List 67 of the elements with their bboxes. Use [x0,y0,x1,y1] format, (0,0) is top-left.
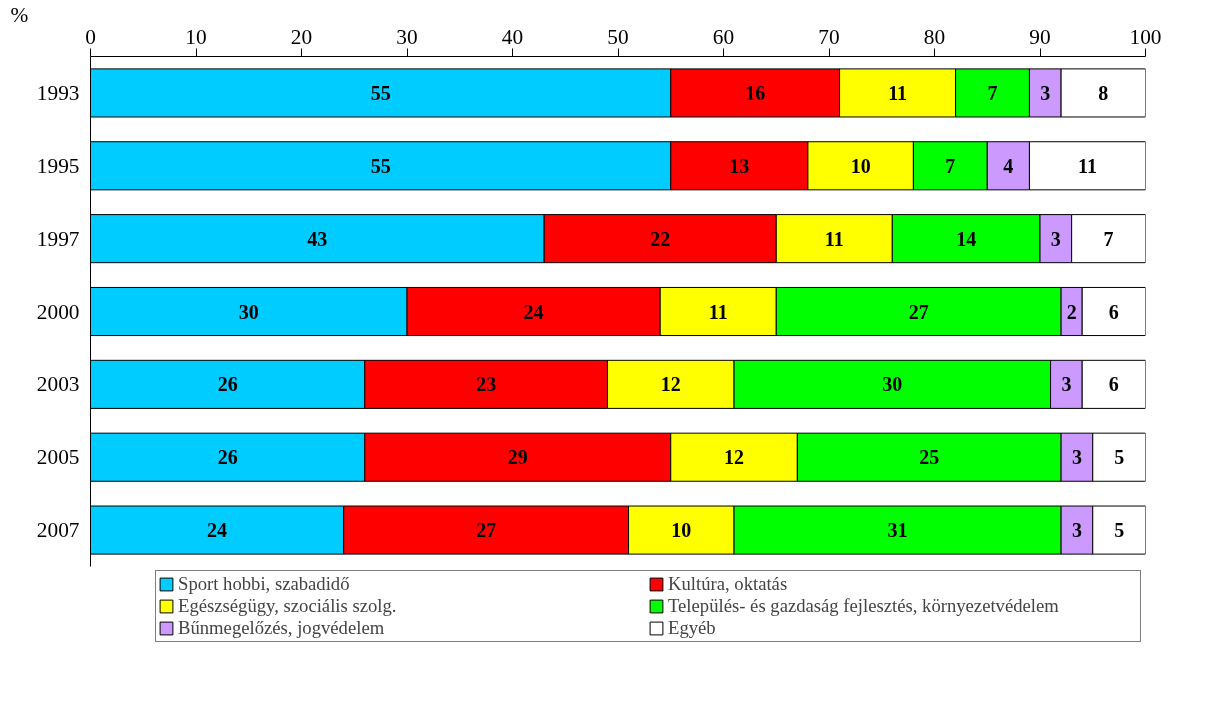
data-label: 30 [882,373,903,396]
y-tick-label: 2003 [36,372,80,397]
legend-label: Egészségügy, szociális szolg. [178,595,398,617]
data-label: 23 [476,373,497,396]
data-label: 30 [238,300,259,323]
y-tick-label: 1993 [36,80,80,105]
x-tick-label: 60 [712,24,735,49]
data-label: 3 [1040,81,1051,104]
y-tick-label: 1995 [36,153,80,178]
data-label: 11 [1078,154,1097,177]
data-label: 27 [476,519,497,542]
data-label: 29 [507,446,528,469]
y-tick-label: 2000 [36,299,80,324]
y-tick-label: 1997 [36,226,80,251]
data-label: 24 [207,519,228,542]
x-tick-label: 40 [501,24,524,49]
data-label: 3 [1050,227,1061,250]
data-label: 4 [1003,154,1014,177]
data-label: 10 [671,519,692,542]
x-tick-label: 80 [923,24,946,49]
y-tick-label: 2005 [36,445,80,470]
x-tick-label: 90 [1029,24,1051,49]
data-label: 43 [307,227,328,250]
data-label: 3 [1061,373,1072,396]
data-label: 12 [660,373,681,396]
x-tick-label: 0 [85,24,96,49]
data-label: 6 [1108,300,1119,323]
data-label: 12 [724,446,745,469]
data-label: 3 [1071,519,1082,542]
data-label: 26 [217,373,238,396]
data-label: 55 [370,81,391,104]
data-label: 14 [956,227,977,250]
x-tick-label: 70 [818,24,840,49]
data-label: 3 [1071,446,1082,469]
legend-label: Bűnmegelőzés, jogvédelem [178,617,386,639]
data-label: 22 [650,227,671,250]
data-label: 26 [217,446,238,469]
data-label: 2 [1066,300,1077,323]
x-tick-label: 10 [185,24,207,49]
data-label: 25 [919,446,940,469]
data-label: 5 [1114,446,1125,469]
data-label: 7 [945,154,956,177]
data-label: 7 [1103,227,1114,250]
data-label: 5 [1114,519,1125,542]
data-label: 27 [908,300,929,323]
data-label: 13 [729,154,750,177]
data-label: 11 [888,81,908,104]
data-label: 24 [523,300,544,323]
data-label: 31 [887,519,908,542]
legend-label: Kultúra, oktatás [668,573,789,595]
data-label: 7 [987,81,998,104]
data-label: 6 [1108,373,1119,396]
data-label: 11 [824,227,844,250]
x-tick-label: 20 [290,24,313,49]
data-label: 10 [850,154,871,177]
legend-label: Egyéb [668,617,717,639]
legend-label: Település- és gazdaság fejlesztés, környezetvédelem [668,595,1060,617]
legend-label: Sport hobbi, szabadidő [178,573,351,595]
data-label: 11 [708,300,728,323]
x-tick-label: 100 [1129,24,1162,49]
y-tick-label: 2007 [36,518,80,543]
x-tick-label: 50 [607,24,629,49]
data-label: 8 [1098,81,1109,104]
data-label: 16 [745,81,766,104]
x-axis-title: % [10,2,29,27]
data-label: 55 [370,154,391,177]
x-tick-label: 30 [396,24,418,49]
